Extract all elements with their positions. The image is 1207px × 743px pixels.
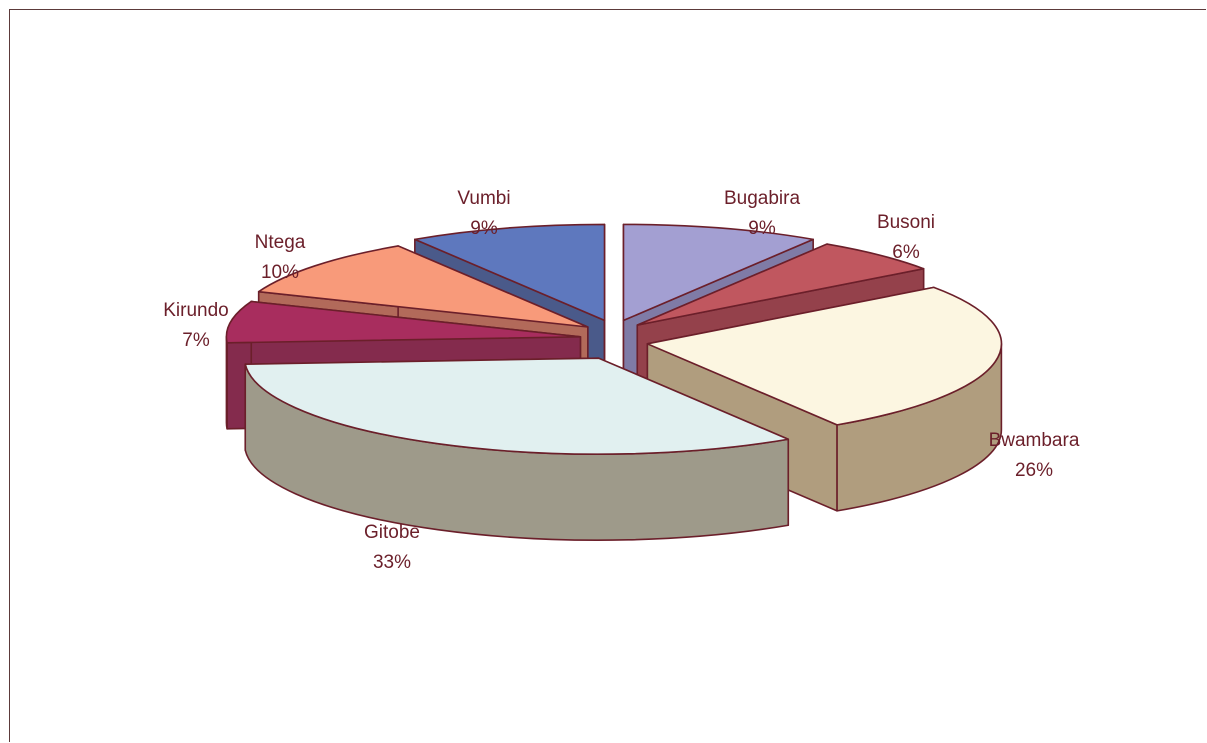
slice-label-bwambara: Bwambara bbox=[989, 430, 1080, 451]
slice-label-gitobe: Gitobe bbox=[364, 522, 420, 543]
slice-value-kirundo: 7% bbox=[182, 330, 210, 351]
slice-value-bugabira: 9% bbox=[748, 218, 776, 239]
slice-label-vumbi: Vumbi bbox=[457, 188, 510, 209]
slices-layer bbox=[225, 223, 1003, 541]
slice-value-vumbi: 9% bbox=[470, 218, 498, 239]
slice-value-gitobe: 33% bbox=[373, 552, 411, 573]
slice-value-bwambara: 26% bbox=[1015, 460, 1053, 481]
chart-frame bbox=[9, 9, 1206, 742]
labels-layer: Bugabira 9% Busoni 6% Bwambara 26% Gitobe 33% Ki… bbox=[163, 188, 1080, 573]
slice-label-bugabira: Bugabira bbox=[724, 188, 800, 209]
slice-value-busoni: 6% bbox=[892, 242, 920, 263]
slice-value-ntega: 10% bbox=[261, 262, 299, 283]
slice-label-ntega: Ntega bbox=[255, 232, 306, 253]
slice-label-busoni: Busoni bbox=[877, 212, 935, 233]
slice-label-kirundo: Kirundo bbox=[163, 300, 229, 321]
pie-slice-gitobe bbox=[244, 357, 790, 541]
